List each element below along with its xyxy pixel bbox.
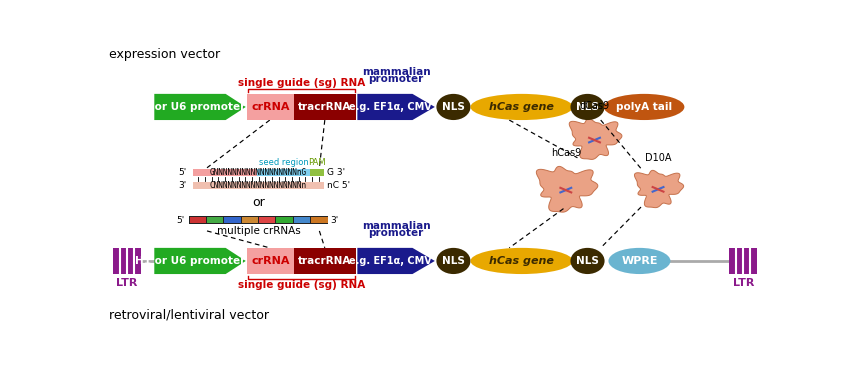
Text: tracrRNA: tracrRNA [298, 102, 352, 112]
Ellipse shape [436, 94, 471, 120]
Ellipse shape [609, 248, 671, 274]
Text: NLS: NLS [576, 102, 599, 112]
Bar [293, 217, 310, 223]
Polygon shape [155, 248, 246, 274]
Text: 5': 5' [178, 168, 187, 177]
Bar [311, 217, 327, 223]
Text: retroviral/lentiviral vector: retroviral/lentiviral vector [110, 308, 269, 321]
Polygon shape [570, 119, 622, 160]
Text: CNNNNNNNNNNNNNNNNNNNn: CNNNNNNNNNNNNNNNNNNNn [210, 181, 307, 190]
Text: GNNNNNNNNNNNNNNNNNNnG: GNNNNNNNNNNNNNNNNNNnG [210, 168, 307, 177]
Text: dCas9: dCas9 [580, 101, 609, 111]
Bar [294, 94, 356, 120]
Text: e.g. EF1α, CMV: e.g. EF1α, CMV [349, 102, 432, 112]
Text: PAM: PAM [309, 158, 326, 167]
Bar [729, 248, 757, 274]
Text: promoter: promoter [368, 228, 423, 238]
Bar [224, 217, 241, 223]
Bar [190, 216, 328, 224]
Text: tracrRNA: tracrRNA [298, 256, 352, 266]
Text: LTR: LTR [733, 278, 754, 288]
Polygon shape [536, 166, 598, 212]
Text: mammalian: mammalian [362, 67, 430, 77]
Bar [294, 248, 356, 274]
Text: expression vector: expression vector [110, 48, 220, 61]
Ellipse shape [436, 248, 471, 274]
Polygon shape [155, 94, 246, 120]
Bar [207, 217, 224, 223]
Bar [247, 248, 294, 274]
Bar [193, 169, 258, 176]
Text: NLS: NLS [442, 256, 465, 266]
Text: 5': 5' [176, 216, 184, 225]
Ellipse shape [570, 248, 604, 274]
Text: seed region: seed region [259, 158, 309, 167]
Bar [258, 169, 310, 176]
Text: hCas9: hCas9 [551, 148, 581, 158]
Text: NLS: NLS [576, 256, 599, 266]
Text: mammalian: mammalian [362, 221, 430, 231]
Text: crRNA: crRNA [252, 102, 290, 112]
Text: H1 or U6 promoter: H1 or U6 promoter [135, 256, 245, 266]
Text: nC 5': nC 5' [327, 181, 350, 190]
Bar [310, 169, 324, 176]
Polygon shape [357, 94, 435, 120]
Ellipse shape [604, 94, 684, 120]
Text: hCas gene: hCas gene [490, 256, 554, 266]
Polygon shape [357, 248, 435, 274]
Bar [241, 217, 258, 223]
Text: hCas gene: hCas gene [490, 102, 554, 112]
Text: e.g. EF1α, CMV: e.g. EF1α, CMV [349, 256, 432, 266]
Text: single guide (sg) RNA: single guide (sg) RNA [238, 78, 366, 88]
Bar [190, 217, 207, 223]
Text: polyA tail: polyA tail [616, 102, 672, 112]
Text: or: or [252, 196, 265, 209]
Bar [259, 217, 275, 223]
Ellipse shape [471, 94, 573, 120]
Bar [113, 248, 141, 274]
Text: LTR: LTR [116, 278, 138, 288]
Polygon shape [634, 170, 683, 208]
Ellipse shape [471, 248, 573, 274]
Ellipse shape [570, 94, 604, 120]
Bar [276, 217, 293, 223]
Text: promoter: promoter [368, 74, 423, 84]
Bar [247, 94, 294, 120]
Text: G 3': G 3' [327, 168, 345, 177]
Text: D10A: D10A [645, 153, 672, 163]
Bar [193, 182, 324, 189]
Text: WPRE: WPRE [621, 256, 658, 266]
Text: crRNA: crRNA [252, 256, 290, 266]
Text: multiple crRNAs: multiple crRNAs [217, 226, 300, 236]
Text: H1 or U6 promoter: H1 or U6 promoter [135, 102, 245, 112]
Text: 3': 3' [178, 181, 187, 190]
Text: single guide (sg) RNA: single guide (sg) RNA [238, 280, 366, 290]
Text: 3': 3' [330, 216, 338, 225]
Text: NLS: NLS [442, 102, 465, 112]
